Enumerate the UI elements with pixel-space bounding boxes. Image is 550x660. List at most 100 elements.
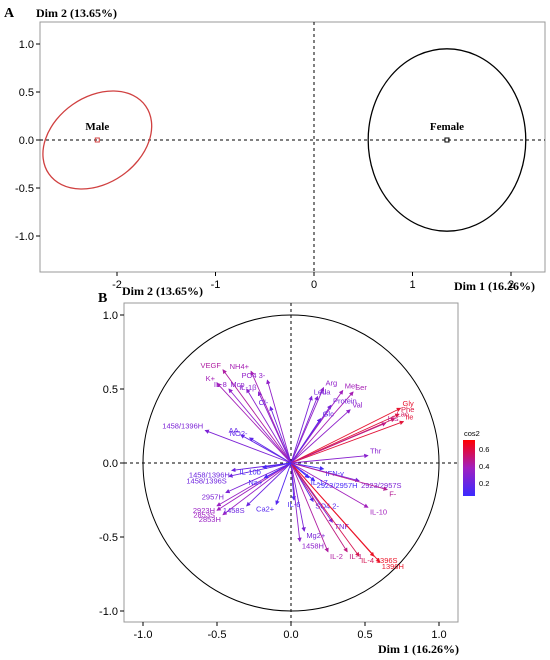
variable-label: 1458/1396H (162, 421, 203, 430)
variable-label: 2923H (193, 506, 215, 515)
y-tick-label: 0.0 (19, 135, 34, 147)
variable-arrow (216, 462, 292, 511)
y-tick-label: 0.0 (103, 458, 118, 470)
variable-label: 2853S (193, 510, 215, 519)
panel-a-plot: 1.0 0.5 0.0 -0.5 -1.0 -2 -1 0 1 2 Male Female (15, 21, 546, 291)
x-tick-label: 0.5 (357, 629, 372, 641)
x-tick-label: 1.0 (431, 629, 446, 641)
variable-arrow (222, 462, 292, 516)
variable-label: Na+ (248, 478, 263, 487)
group-label: Female (430, 121, 464, 133)
variable-label: 1458H (302, 541, 324, 550)
variable-arrow (257, 391, 292, 464)
variable-arrow (240, 434, 292, 464)
variable-arrow (290, 453, 369, 464)
variable-arrow (290, 462, 360, 557)
variable-label: IL-10b (240, 467, 261, 476)
y-tick-label: -0.5 (99, 532, 118, 544)
legend-colorbar (463, 440, 475, 496)
variable-label: F- (389, 490, 397, 499)
panel-a-xlabel: Dim 1 (16.26%) (454, 279, 535, 293)
variable-label: PO4 3- (242, 371, 266, 380)
variable-label: Glc (323, 410, 335, 419)
variable-label: NO2- (230, 429, 248, 438)
legend-title: cos2 (464, 429, 480, 438)
group-ellipse (367, 48, 527, 232)
legend-tick: 0.4 (479, 462, 489, 471)
group-centroid (94, 137, 100, 143)
variable-label: TNF (334, 522, 349, 531)
variable-arrow (275, 462, 292, 506)
group-centroid (444, 137, 450, 143)
variable-arrow (290, 422, 387, 464)
x-tick-label: -1 (211, 279, 221, 291)
group-ellipse (42, 90, 153, 190)
variable-arrow (228, 388, 292, 464)
variable-label: 2923/2957H (317, 481, 358, 490)
x-tick-label: -1.0 (134, 629, 153, 641)
variable-label: Ser (355, 383, 367, 392)
variable-label: Mg2+ (306, 531, 326, 540)
variable-label: Lac (397, 410, 409, 419)
variable-arrow (290, 462, 329, 553)
variable-arrow (262, 462, 292, 470)
variable-label: IL-1β (239, 383, 257, 392)
variable-arrow (263, 462, 292, 479)
panel-b-ylabel: Dim 2 (13.65%) (122, 284, 203, 298)
panel-b-xlabel: Dim 1 (16.26%) (378, 642, 459, 656)
variable-label: 1458S (223, 506, 245, 515)
plot-border (39, 21, 546, 273)
variable-arrow (246, 462, 292, 507)
variable-arrow (222, 369, 292, 464)
variable-label: IL-2 (330, 552, 343, 561)
variable-label: 1396S (376, 556, 398, 565)
variable-label: Cl- (259, 398, 269, 407)
variable-label: Phe (401, 405, 414, 414)
y-tick-label: 1.0 (19, 39, 34, 51)
variable-arrow (290, 409, 351, 464)
variable-label: 1396H (382, 562, 404, 571)
x-tick-label: -2 (112, 279, 122, 291)
variable-label: Thr (370, 447, 382, 456)
cos2-legend: cos2 0.6 0.4 0.2 (463, 429, 489, 496)
variable-arrow (290, 417, 322, 464)
variable-label: IL-4 (361, 556, 374, 565)
panel-b-letter: B (98, 291, 107, 306)
group-label: Male (85, 121, 109, 133)
y-tick-label: 0.5 (103, 384, 118, 396)
variable-label: NH4+ (230, 362, 250, 371)
variable-label: Arg (326, 379, 338, 388)
variable-label: Leu (314, 387, 327, 396)
variable-label: 2923/2957S (361, 481, 401, 490)
panel-a-letter: A (4, 6, 15, 21)
variable-label: Ala (320, 387, 332, 396)
y-tick-label: -1.0 (99, 606, 118, 618)
x-tick-label: 0.0 (283, 629, 298, 641)
x-tick-label: 0 (311, 279, 317, 291)
variable-label: IL-17 (311, 478, 328, 487)
variable-label: IL-8 (214, 380, 227, 389)
variable-arrow (290, 462, 306, 532)
panel-b-plot: 1.0 0.5 0.0 -0.5 -1.0 -1.0 -0.5 0.0 0.5 1.0 VEGF NH… (99, 302, 459, 641)
legend-tick: 0.2 (479, 479, 489, 488)
x-tick-label: 1 (409, 279, 415, 291)
variable-label: Gly (403, 399, 415, 408)
y-tick-label: 1.0 (103, 310, 118, 322)
variable-label: IL-10 (370, 507, 387, 516)
variable-arrow (246, 388, 292, 464)
legend-tick: 0.6 (479, 445, 489, 454)
y-tick-label: -0.5 (15, 183, 34, 195)
variable-label: Ile (405, 413, 413, 422)
variable-label: Met (345, 381, 358, 390)
variable-label: K+ (206, 374, 216, 383)
variable-arrow (228, 462, 292, 478)
variable-arrow (204, 429, 292, 464)
variable-arrow (290, 420, 405, 464)
variable-arrow (290, 462, 381, 563)
variable-arrow (290, 462, 369, 508)
variable-arrow (216, 382, 292, 464)
variable-arrow (290, 395, 319, 464)
variable-label: SO4 2- (315, 501, 339, 510)
variable-label: IFN-γ (326, 469, 345, 478)
variable-label: 2853H (199, 515, 221, 524)
